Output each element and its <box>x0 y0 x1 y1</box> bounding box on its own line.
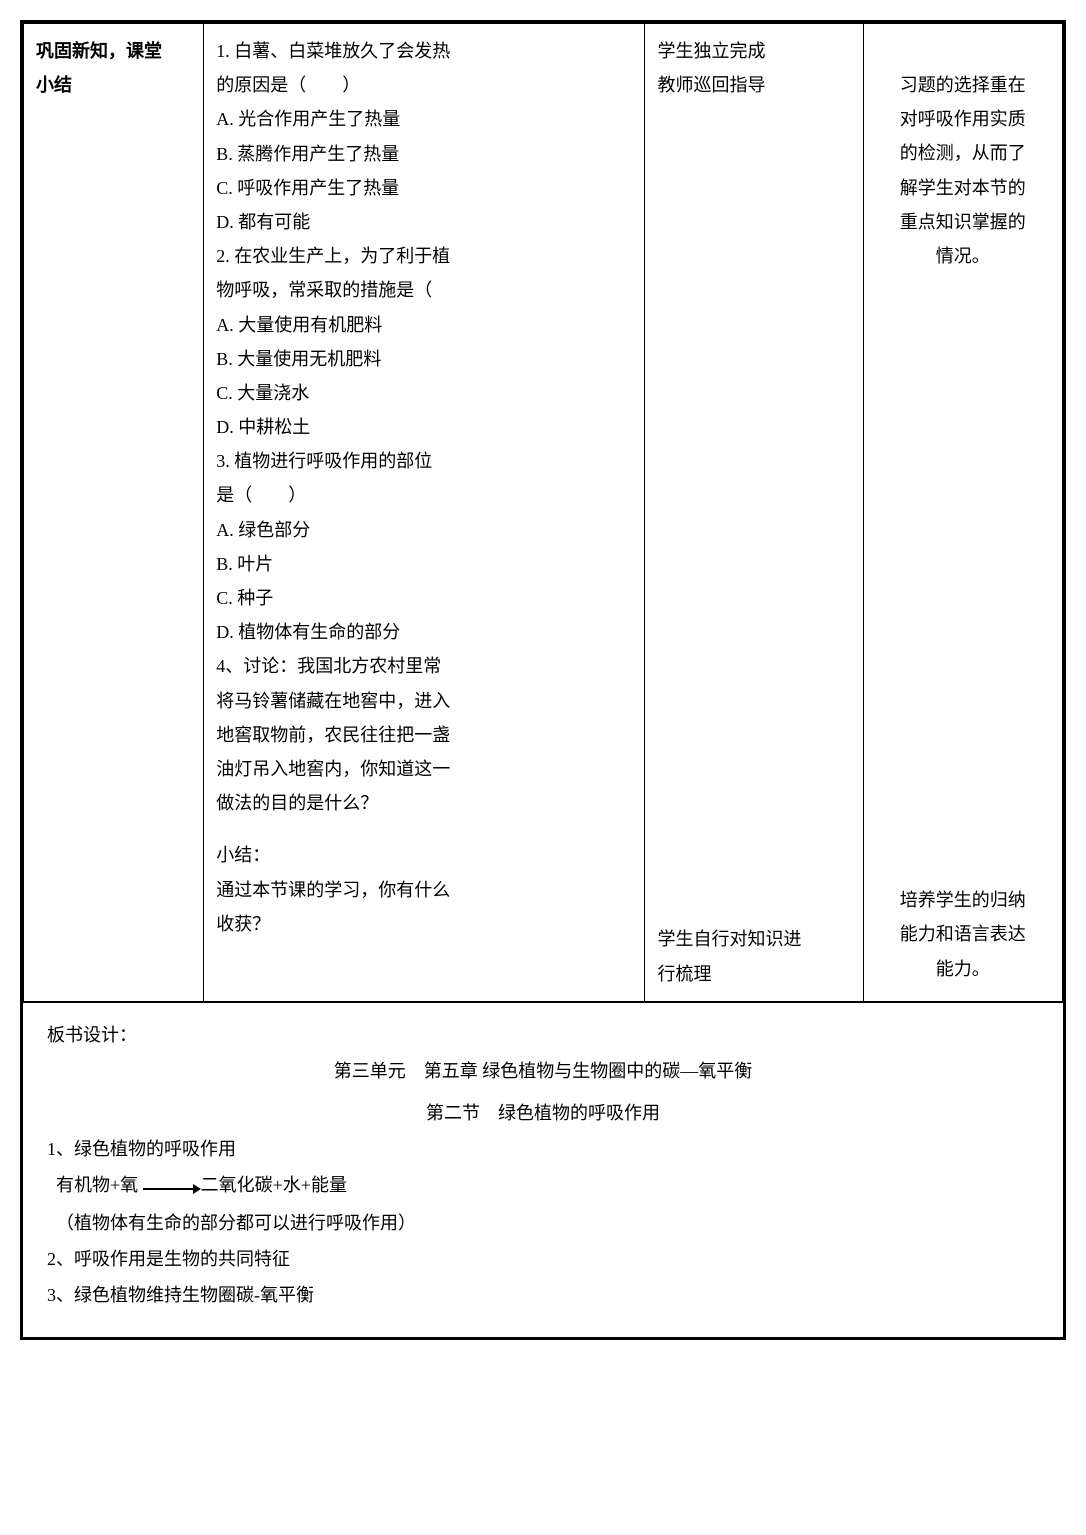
q3-line1: 3. 植物进行呼吸作用的部位 <box>216 444 632 478</box>
q3-opt-d: D. 植物体有生命的部分 <box>216 615 632 649</box>
table-row: 巩固新知，课堂 小结 1. 白薯、白菜堆放久了会发热 的原因是（ ） A. 光合… <box>24 24 1063 1002</box>
formula-note-text: （植物体有生命的部分都可以进行呼吸作用） <box>56 1213 416 1233</box>
intent-line7: 培养学生的归纳 <box>876 883 1051 917</box>
document-frame: 巩固新知，课堂 小结 1. 白薯、白菜堆放久了会发热 的原因是（ ） A. 光合… <box>20 20 1066 1340</box>
q2-opt-d: D. 中耕松土 <box>216 410 632 444</box>
cell-content: 1. 白薯、白菜堆放久了会发热 的原因是（ ） A. 光合作用产生了热量 B. … <box>204 24 645 1002</box>
q4-line4: 油灯吊入地窖内，你知道这一 <box>216 752 632 786</box>
spacer <box>657 102 850 922</box>
q2-opt-c: C. 大量浇水 <box>216 376 632 410</box>
q3-opt-c: C. 种子 <box>216 581 632 615</box>
board-label: 板书设计： <box>47 1017 1039 1053</box>
formula-line: 有机物+氧 二氧化碳+水+能量 <box>47 1167 1039 1205</box>
stage-title-2: 小结 <box>36 75 72 95</box>
summary-label: 小结： <box>216 838 632 872</box>
intent-line2: 对呼吸作用实质 <box>876 102 1051 136</box>
activity-line1: 学生独立完成 <box>657 34 850 68</box>
intent-line3: 的检测，从而了 <box>876 136 1051 170</box>
activity-line3: 学生自行对知识进 <box>657 922 850 956</box>
activity-line4: 行梳理 <box>657 957 850 991</box>
q1-line2: 的原因是（ ） <box>216 68 632 102</box>
cell-design-intent: 习题的选择重在 对呼吸作用实质 的检测，从而了 解学生对本节的 重点知识掌握的 … <box>863 24 1063 1002</box>
spacer <box>216 820 632 838</box>
q2-line1: 2. 在农业生产上，为了利于植 <box>216 239 632 273</box>
spacer <box>876 34 1051 68</box>
board-design-section: 板书设计： 第三单元 第五章 绿色植物与生物圈中的碳—氧平衡 第二节 绿色植物的… <box>23 1002 1063 1337</box>
q1-opt-c: C. 呼吸作用产生了热量 <box>216 171 632 205</box>
intent-line9: 能力。 <box>876 952 1051 986</box>
q4-line2: 将马铃薯储藏在地窖中，进入 <box>216 684 632 718</box>
intent-line1: 习题的选择重在 <box>876 68 1051 102</box>
q1-opt-a: A. 光合作用产生了热量 <box>216 102 632 136</box>
q2-line2: 物呼吸，常采取的措施是（ <box>216 273 632 307</box>
item-3: 3、绿色植物维持生物圈碳-氧平衡 <box>47 1277 1039 1313</box>
q4-line1: 4、讨论：我国北方农村里常 <box>216 649 632 683</box>
arrow-icon <box>143 1169 201 1205</box>
lesson-table: 巩固新知，课堂 小结 1. 白薯、白菜堆放久了会发热 的原因是（ ） A. 光合… <box>23 23 1063 1002</box>
q3-opt-a: A. 绿色部分 <box>216 513 632 547</box>
stage-title-1: 巩固新知，课堂 <box>36 41 162 61</box>
q2-opt-b: B. 大量使用无机肥料 <box>216 342 632 376</box>
q1-line1: 1. 白薯、白菜堆放久了会发热 <box>216 34 632 68</box>
formula-note: （植物体有生命的部分都可以进行呼吸作用） <box>47 1205 1039 1241</box>
unit-title: 第三单元 第五章 绿色植物与生物圈中的碳—氧平衡 <box>47 1053 1039 1089</box>
formula-left: 有机物+氧 <box>56 1175 138 1195</box>
q1-opt-d: D. 都有可能 <box>216 205 632 239</box>
summary-line1: 通过本节课的学习，你有什么 <box>216 873 632 907</box>
intent-line6: 情况。 <box>876 239 1051 273</box>
intent-line8: 能力和语言表达 <box>876 917 1051 951</box>
intent-line5: 重点知识掌握的 <box>876 205 1051 239</box>
cell-stage: 巩固新知，课堂 小结 <box>24 24 204 1002</box>
q4-line5: 做法的目的是什么？ <box>216 786 632 820</box>
intent-line4: 解学生对本节的 <box>876 171 1051 205</box>
summary-line2: 收获？ <box>216 907 632 941</box>
activity-line2: 教师巡回指导 <box>657 68 850 102</box>
spacer <box>47 1313 1039 1323</box>
spacer <box>876 273 1051 883</box>
item-1: 1、绿色植物的呼吸作用 <box>47 1131 1039 1167</box>
q2-opt-a: A. 大量使用有机肥料 <box>216 308 632 342</box>
formula-right: 二氧化碳+水+能量 <box>201 1175 347 1195</box>
item-2: 2、呼吸作用是生物的共同特征 <box>47 1241 1039 1277</box>
section-title: 第二节 绿色植物的呼吸作用 <box>47 1095 1039 1131</box>
q3-opt-b: B. 叶片 <box>216 547 632 581</box>
q1-opt-b: B. 蒸腾作用产生了热量 <box>216 137 632 171</box>
cell-student-activity: 学生独立完成 教师巡回指导 学生自行对知识进 行梳理 <box>645 24 863 1002</box>
q4-line3: 地窖取物前，农民往往把一盏 <box>216 718 632 752</box>
q3-line2: 是（ ） <box>216 478 632 512</box>
